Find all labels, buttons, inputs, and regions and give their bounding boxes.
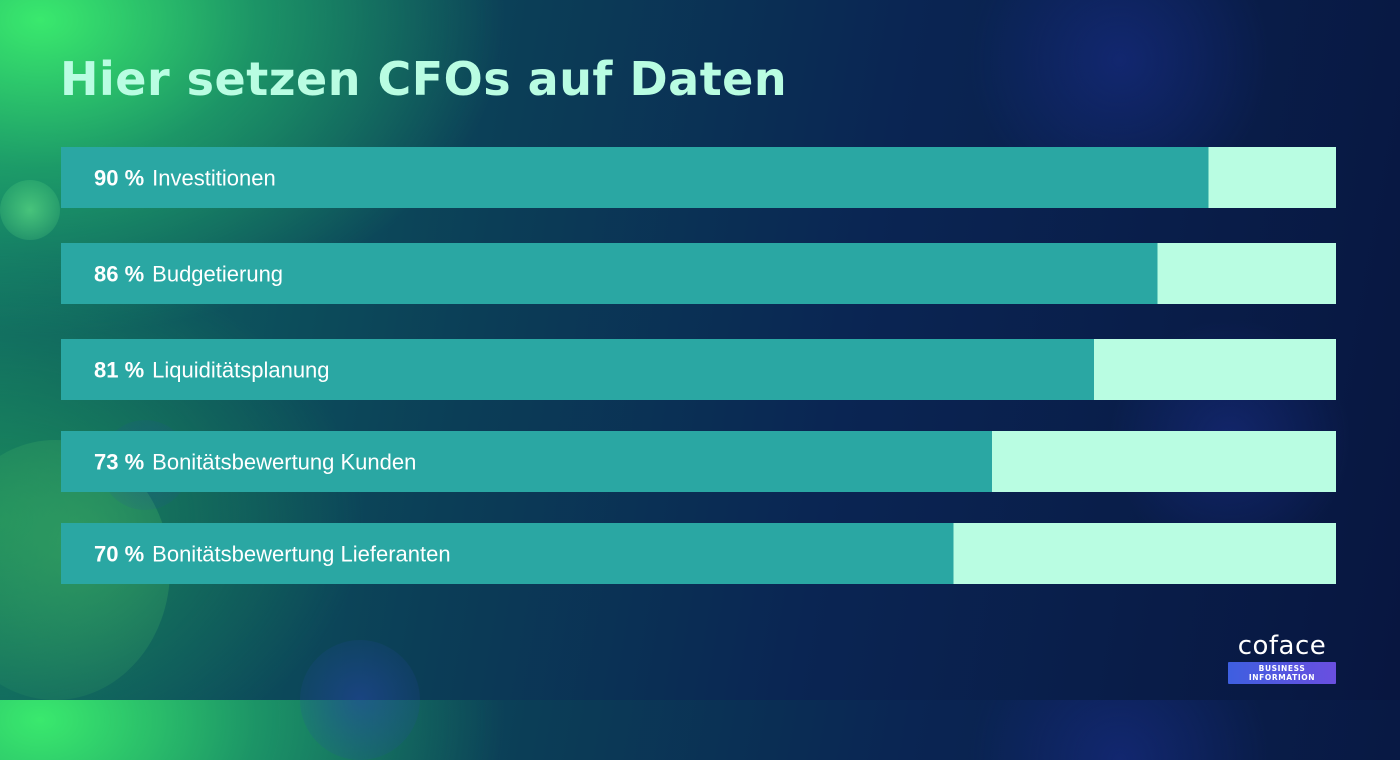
chart-title: Hier setzen CFOs auf Daten — [60, 52, 788, 106]
logo-tagline: BUSINESS INFORMATION — [1228, 662, 1336, 684]
bar-label: 73 % Bonitätsbewertung Kunden — [94, 450, 416, 475]
logo-wordmark: coface — [1237, 631, 1327, 661]
bar — [61, 339, 1094, 400]
bar-value-label: 90 % — [94, 166, 144, 191]
bar-label: 90 % Investitionen — [94, 166, 276, 191]
bar — [61, 523, 954, 584]
bar-row: 73 % Bonitätsbewertung Kunden — [61, 431, 1336, 492]
bar-category-label: Investitionen — [152, 166, 276, 191]
bar-label: 86 % Budgetierung — [94, 262, 283, 287]
bar-category-label: Liquiditätsplanung — [152, 358, 329, 383]
bar-value-label: 81 % — [94, 358, 144, 383]
bar-row: 86 % Budgetierung — [61, 243, 1336, 304]
bar-label: 81 % Liquiditätsplanung — [94, 358, 330, 383]
bar — [61, 243, 1158, 304]
bar-row: 81 % Liquiditätsplanung — [61, 339, 1336, 400]
bar-value-label: 70 % — [94, 542, 144, 567]
bar-category-label: Bonitätsbewertung Lieferanten — [152, 542, 450, 567]
bar-row: 70 % Bonitätsbewertung Lieferanten — [61, 523, 1336, 584]
bar-label: 70 % Bonitätsbewertung Lieferanten — [94, 542, 451, 567]
bar-value-label: 73 % — [94, 450, 144, 475]
bar-category-label: Bonitätsbewertung Kunden — [152, 450, 416, 475]
bar-chart: 90 % Investitionen 86 % Budgetierung 81 % Liq… — [61, 147, 1336, 584]
bar — [61, 147, 1209, 208]
bar-value-label: 86 % — [94, 262, 144, 287]
bar-category-label: Budgetierung — [152, 262, 283, 287]
coface-logo: coface BUSINESS INFORMATION — [1228, 632, 1336, 684]
bar — [61, 431, 992, 492]
bar-row: 90 % Investitionen — [61, 147, 1336, 208]
